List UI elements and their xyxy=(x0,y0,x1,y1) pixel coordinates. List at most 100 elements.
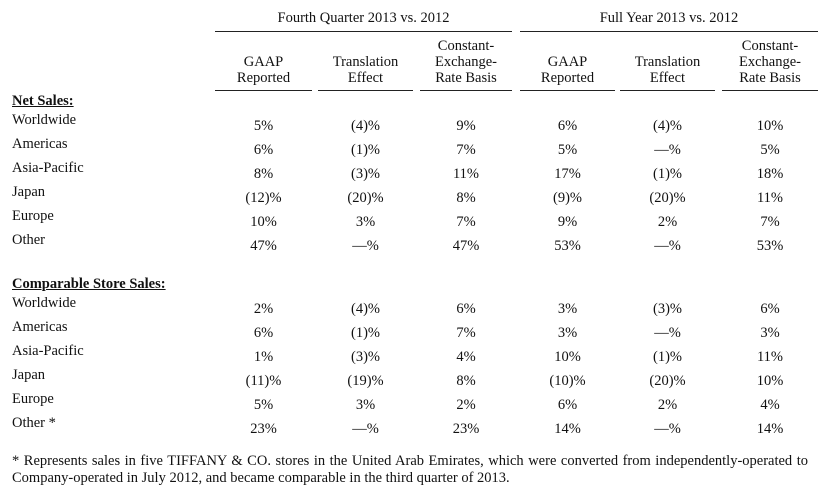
cell-value: 10% xyxy=(756,118,784,134)
cell-value: (19)% xyxy=(347,373,384,389)
cell-value: 9% xyxy=(557,214,578,230)
row-label: Other * xyxy=(12,415,56,431)
row-label: Europe xyxy=(12,208,54,224)
cell-value: (4)% xyxy=(653,118,682,134)
cell-value: (3)% xyxy=(351,166,380,182)
cell-value: 6% xyxy=(253,142,274,158)
cell-value: (9)% xyxy=(553,190,582,206)
cell-value: 5% xyxy=(253,397,274,413)
column-header: Rate Basis xyxy=(739,70,801,86)
cell-value: 53% xyxy=(554,238,581,254)
cell-value: 3% xyxy=(760,325,780,341)
row-label: Americas xyxy=(12,319,68,335)
column-rule xyxy=(215,90,312,91)
cell-value: 6% xyxy=(557,397,578,413)
column-header: Rate Basis xyxy=(435,70,497,86)
cell-value: 23% xyxy=(250,421,277,437)
cell-value: 8% xyxy=(253,166,274,182)
cell-value: (10)% xyxy=(549,373,586,389)
cell-value: (1)% xyxy=(653,166,682,182)
column-rule xyxy=(620,90,715,91)
cell-value: 1% xyxy=(253,349,274,365)
column-header: Constant- xyxy=(741,38,799,54)
cell-value: 5% xyxy=(557,142,578,158)
cell-value: 7% xyxy=(760,214,780,230)
cell-value: 8% xyxy=(456,190,476,206)
cell-value: 2% xyxy=(657,214,678,230)
column-header: Translation xyxy=(634,54,701,70)
cell-value: 3% xyxy=(355,214,376,230)
row-label: Asia-Pacific xyxy=(12,160,84,176)
section-title: Comparable Store Sales: xyxy=(12,276,166,292)
column-header: GAAP xyxy=(547,54,588,70)
cell-value: 6% xyxy=(253,325,274,341)
cell-value: (1)% xyxy=(653,349,682,365)
cell-value: (1)% xyxy=(351,142,380,158)
cell-value: (1)% xyxy=(351,325,380,341)
column-rule xyxy=(318,90,413,91)
cell-value: (11)% xyxy=(245,373,282,389)
column-header: Reported xyxy=(236,70,291,86)
column-rule xyxy=(722,90,818,91)
cell-value: (12)% xyxy=(245,190,282,206)
row-label: Worldwide xyxy=(12,112,77,128)
cell-value: (20)% xyxy=(347,190,384,206)
cell-value: 2% xyxy=(456,397,476,413)
cell-value: 9% xyxy=(456,118,476,134)
group-header: Full Year 2013 vs. 2012 xyxy=(599,10,739,26)
cell-value: (4)% xyxy=(351,118,380,134)
cell-value: —% xyxy=(352,238,379,254)
cell-value: 6% xyxy=(557,118,578,134)
column-header: Translation xyxy=(332,54,399,70)
cell-value: —% xyxy=(654,325,681,341)
section-title: Net Sales: xyxy=(12,93,74,109)
cell-value: 47% xyxy=(250,238,277,254)
row-label: Japan xyxy=(12,184,46,200)
column-header: Exchange- xyxy=(739,54,801,70)
cell-value: (20)% xyxy=(649,190,686,206)
cell-value: 5% xyxy=(760,142,780,158)
cell-value: (4)% xyxy=(351,301,380,317)
cell-value: 7% xyxy=(456,325,476,341)
cell-value: 7% xyxy=(456,214,476,230)
row-label: Americas xyxy=(12,136,68,152)
column-rule xyxy=(420,90,512,91)
cell-value: 11% xyxy=(452,166,480,182)
cell-value: 4% xyxy=(456,349,476,365)
column-header: Effect xyxy=(347,70,384,86)
cell-value: 3% xyxy=(557,301,578,317)
column-header: GAAP xyxy=(243,54,284,70)
column-header: Effect xyxy=(649,70,686,86)
cell-value: (20)% xyxy=(649,373,686,389)
cell-value: 10% xyxy=(756,373,784,389)
cell-value: 14% xyxy=(554,421,581,437)
group-rule xyxy=(520,31,818,32)
cell-value: 8% xyxy=(456,373,476,389)
cell-value: 10% xyxy=(554,349,581,365)
cell-value: 18% xyxy=(756,166,784,182)
footnote: * Represents sales in five TIFFANY & CO.… xyxy=(12,453,808,486)
cell-value: —% xyxy=(654,238,681,254)
cell-value: 11% xyxy=(756,190,784,206)
cell-value: 5% xyxy=(253,118,274,134)
cell-value: 10% xyxy=(250,214,277,230)
column-header: Exchange- xyxy=(435,54,497,70)
row-label: Worldwide xyxy=(12,295,77,311)
cell-value: 6% xyxy=(760,301,780,317)
row-label: Asia-Pacific xyxy=(12,343,84,359)
cell-value: (3)% xyxy=(351,349,380,365)
cell-value: 2% xyxy=(253,301,274,317)
column-header: Constant- xyxy=(437,38,495,54)
cell-value: 17% xyxy=(554,166,581,182)
cell-value: 6% xyxy=(456,301,476,317)
group-rule xyxy=(215,31,512,32)
row-label: Europe xyxy=(12,391,54,407)
cell-value: 47% xyxy=(452,238,480,254)
cell-value: —% xyxy=(352,421,379,437)
group-header: Fourth Quarter 2013 vs. 2012 xyxy=(277,10,450,26)
row-label: Other xyxy=(12,232,46,248)
cell-value: 2% xyxy=(657,397,678,413)
cell-value: 14% xyxy=(756,421,784,437)
cell-value: 53% xyxy=(756,238,784,254)
